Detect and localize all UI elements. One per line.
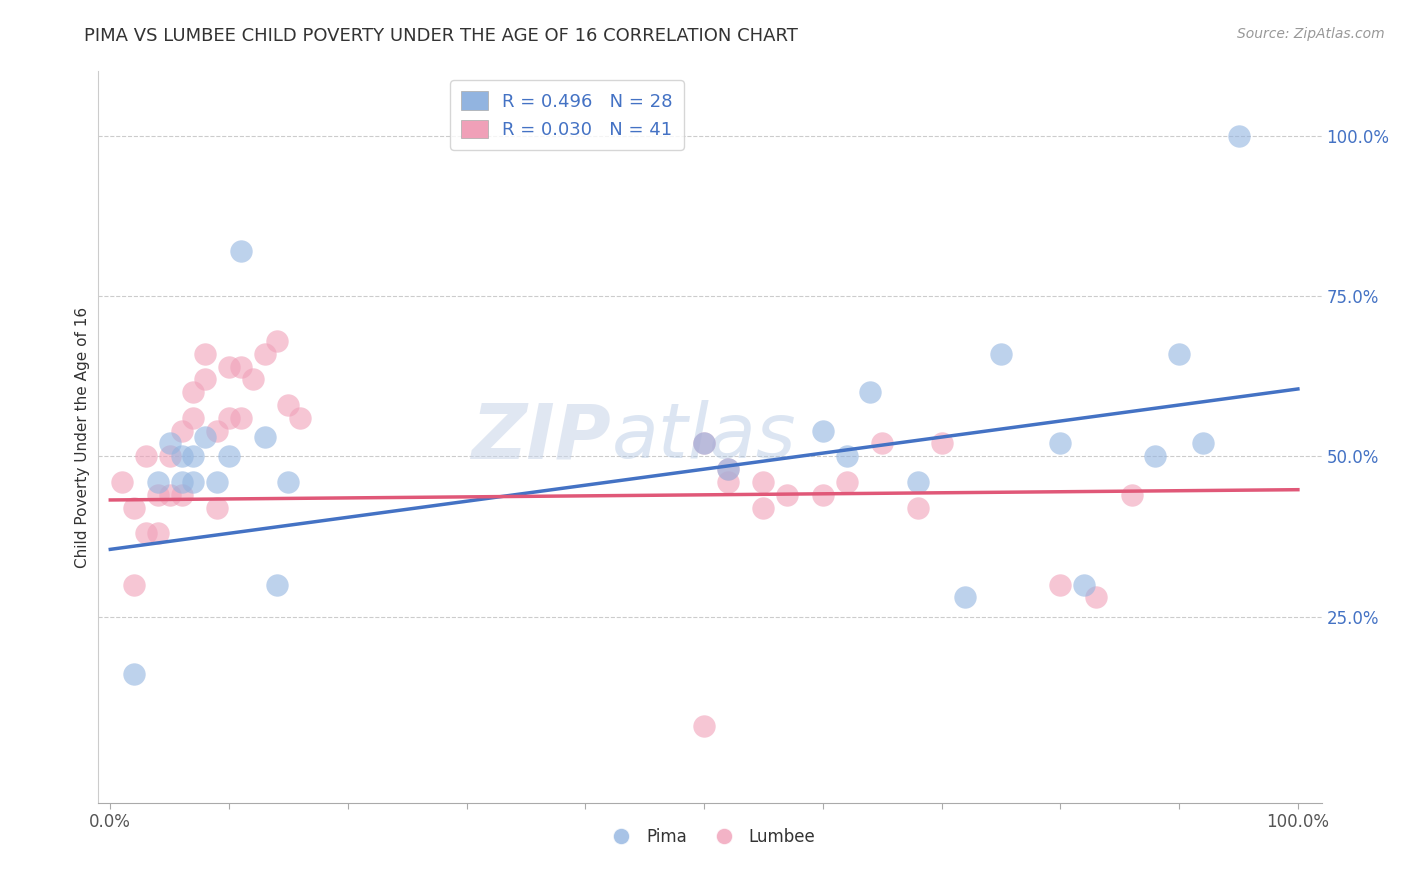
Text: ZIP: ZIP: [472, 401, 612, 474]
Point: [242, 372, 264, 386]
Point: [1192, 436, 1215, 450]
Point: [170, 424, 193, 438]
Point: [122, 577, 145, 591]
Point: [1144, 450, 1167, 464]
Point: [717, 462, 740, 476]
Point: [218, 450, 240, 464]
Point: [776, 488, 799, 502]
Text: Source: ZipAtlas.com: Source: ZipAtlas.com: [1237, 27, 1385, 41]
Point: [907, 500, 929, 515]
Point: [752, 475, 775, 489]
Point: [717, 475, 740, 489]
Point: [205, 500, 228, 515]
Point: [266, 334, 288, 348]
Point: [1168, 346, 1191, 360]
Point: [835, 450, 858, 464]
Point: [159, 436, 181, 450]
Point: [955, 591, 977, 605]
Point: [277, 398, 299, 412]
Point: [811, 424, 834, 438]
Point: [218, 359, 240, 374]
Point: [194, 430, 217, 444]
Point: [1049, 577, 1071, 591]
Point: [122, 500, 145, 515]
Point: [194, 372, 217, 386]
Point: [135, 450, 157, 464]
Point: [1073, 577, 1095, 591]
Point: [859, 385, 882, 400]
Point: [1227, 128, 1250, 143]
Point: [183, 475, 205, 489]
Point: [146, 488, 169, 502]
Point: [1085, 591, 1108, 605]
Point: [218, 410, 240, 425]
Point: [1049, 436, 1071, 450]
Point: [229, 244, 252, 258]
Point: [990, 346, 1012, 360]
Legend: Pima, Lumbee: Pima, Lumbee: [598, 822, 823, 853]
Point: [693, 719, 716, 733]
Point: [146, 526, 169, 541]
Text: atlas: atlas: [612, 401, 797, 474]
Point: [159, 450, 181, 464]
Point: [135, 526, 157, 541]
Point: [183, 450, 205, 464]
Point: [717, 462, 740, 476]
Point: [170, 475, 193, 489]
Point: [752, 500, 775, 515]
Point: [1121, 488, 1143, 502]
Text: PIMA VS LUMBEE CHILD POVERTY UNDER THE AGE OF 16 CORRELATION CHART: PIMA VS LUMBEE CHILD POVERTY UNDER THE A…: [84, 27, 799, 45]
Point: [253, 430, 276, 444]
Point: [183, 410, 205, 425]
Y-axis label: Child Poverty Under the Age of 16: Child Poverty Under the Age of 16: [75, 307, 90, 567]
Point: [170, 488, 193, 502]
Point: [253, 346, 276, 360]
Point: [146, 475, 169, 489]
Point: [159, 488, 181, 502]
Point: [266, 577, 288, 591]
Point: [277, 475, 299, 489]
Point: [811, 488, 834, 502]
Point: [835, 475, 858, 489]
Point: [229, 410, 252, 425]
Point: [183, 385, 205, 400]
Point: [870, 436, 893, 450]
Point: [205, 475, 228, 489]
Point: [290, 410, 312, 425]
Point: [693, 436, 716, 450]
Point: [194, 346, 217, 360]
Point: [693, 436, 716, 450]
Point: [111, 475, 134, 489]
Point: [170, 450, 193, 464]
Point: [931, 436, 953, 450]
Point: [122, 667, 145, 681]
Point: [229, 359, 252, 374]
Point: [907, 475, 929, 489]
Point: [205, 424, 228, 438]
